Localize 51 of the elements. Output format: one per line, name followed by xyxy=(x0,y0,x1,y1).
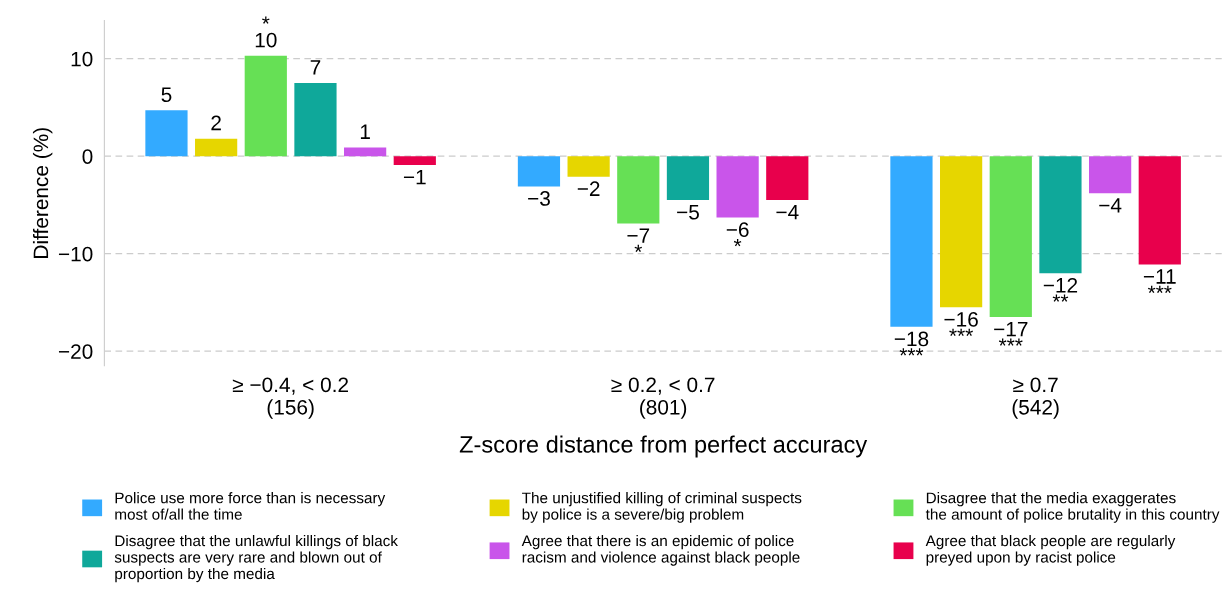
data-label: −6 * xyxy=(726,222,749,247)
x-axis-title: Z-score distance from perfect accuracy xyxy=(459,435,868,458)
legend-label: Disagree that the unlawful killings of black suspects are very rare and blown out of proportion by the media xyxy=(114,535,398,583)
data-label: −5 xyxy=(677,204,699,220)
x-tick-label: ≥ 0.2, < 0.7 (801) xyxy=(611,377,715,419)
bar xyxy=(940,156,983,308)
data-label: −16 *** xyxy=(944,312,978,336)
legend-label: Disagree that the media exaggerates the amount of police brutality in this country xyxy=(925,492,1220,523)
bar xyxy=(890,156,933,327)
legend-label: Agree that black people are regularly preyed upon by racist police xyxy=(925,535,1176,566)
y-tick-label: 10 xyxy=(71,51,93,67)
bar xyxy=(766,156,809,201)
bar xyxy=(1138,156,1181,265)
bar xyxy=(989,156,1032,318)
data-label: −18 *** xyxy=(894,331,929,356)
bar xyxy=(567,156,610,177)
y-tick-label: −10 xyxy=(58,246,93,262)
data-label: −4 xyxy=(1099,198,1122,213)
x-tick-label: ≥ −0.4, < 0.2 (156) xyxy=(232,377,348,419)
x-tick-label: ≥ 0.7 (542) xyxy=(1012,377,1059,419)
data-label: 7 xyxy=(310,60,321,75)
bar xyxy=(517,156,561,187)
data-label: −12 ** xyxy=(1043,277,1078,302)
data-label: 5 xyxy=(161,87,172,103)
y-tick-label: −20 xyxy=(58,344,93,359)
bar xyxy=(666,156,710,201)
bar xyxy=(1039,156,1082,274)
bar xyxy=(716,156,759,218)
data-label: −2 xyxy=(577,181,600,196)
data-label: −7 * xyxy=(627,228,650,253)
y-tick-label: 0 xyxy=(82,149,93,164)
bar xyxy=(195,138,238,157)
data-label: 2 xyxy=(211,115,221,131)
bar xyxy=(617,156,660,224)
legend-label: Agree that there is an epidemic of police racism and violence against black people xyxy=(521,535,800,566)
bar xyxy=(344,147,387,157)
y-axis-title: Difference (%) xyxy=(32,128,53,258)
bar xyxy=(393,156,436,165)
data-label: −17 *** xyxy=(994,321,1028,346)
data-label: −4 xyxy=(776,204,799,220)
legend-label: Police use more force than is necessary most of/all the time xyxy=(115,492,386,520)
data-label: 1 xyxy=(360,124,370,139)
legend-label: The unjustified killing of criminal suspects by police is a severe/big problem xyxy=(522,492,802,523)
bar xyxy=(1089,156,1132,194)
data-label: −11 *** xyxy=(1143,269,1176,294)
bar xyxy=(244,55,287,157)
data-label: * 10 xyxy=(255,16,277,48)
data-label: −3 xyxy=(528,191,550,206)
bar xyxy=(145,110,188,157)
bar xyxy=(294,83,337,157)
data-label: −1 xyxy=(403,169,426,185)
